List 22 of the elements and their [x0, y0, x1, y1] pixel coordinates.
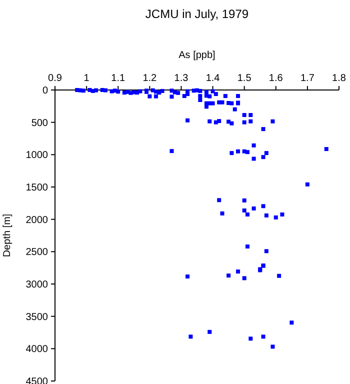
chart-title: JCMU in July, 1979	[145, 7, 249, 21]
y-tick-label: 1500	[26, 182, 48, 194]
x-tick-label: 1.1	[111, 73, 126, 84]
x-axis-title: As [ppb]	[178, 50, 216, 61]
x-tick-label: 1.5	[237, 73, 252, 84]
x-tick-label: 1.3	[174, 73, 189, 84]
x-tick-label: 1.4	[206, 73, 220, 84]
x-tick-label: 0.9	[48, 73, 62, 84]
x-tick-label: 1.6	[268, 73, 284, 84]
y-tick-label: 0	[42, 86, 48, 96]
x-tick-label: 1	[84, 73, 90, 84]
y-tick-label: 2500	[26, 247, 48, 258]
x-tick-label: 1.8	[332, 73, 346, 84]
x-tick-label: 1.7	[300, 73, 315, 84]
y-tick-label: 4000	[26, 344, 48, 356]
y-axis-title: Depth [m]	[2, 214, 13, 258]
y-tick-label: 3500	[26, 312, 48, 323]
y-tick-label: 2000	[26, 214, 48, 226]
y-tick-label: 1000	[26, 150, 48, 162]
y-tick-label: 500	[31, 118, 48, 129]
y-tick-label: 3000	[26, 280, 48, 290]
x-tick-label: 1.2	[142, 73, 158, 84]
